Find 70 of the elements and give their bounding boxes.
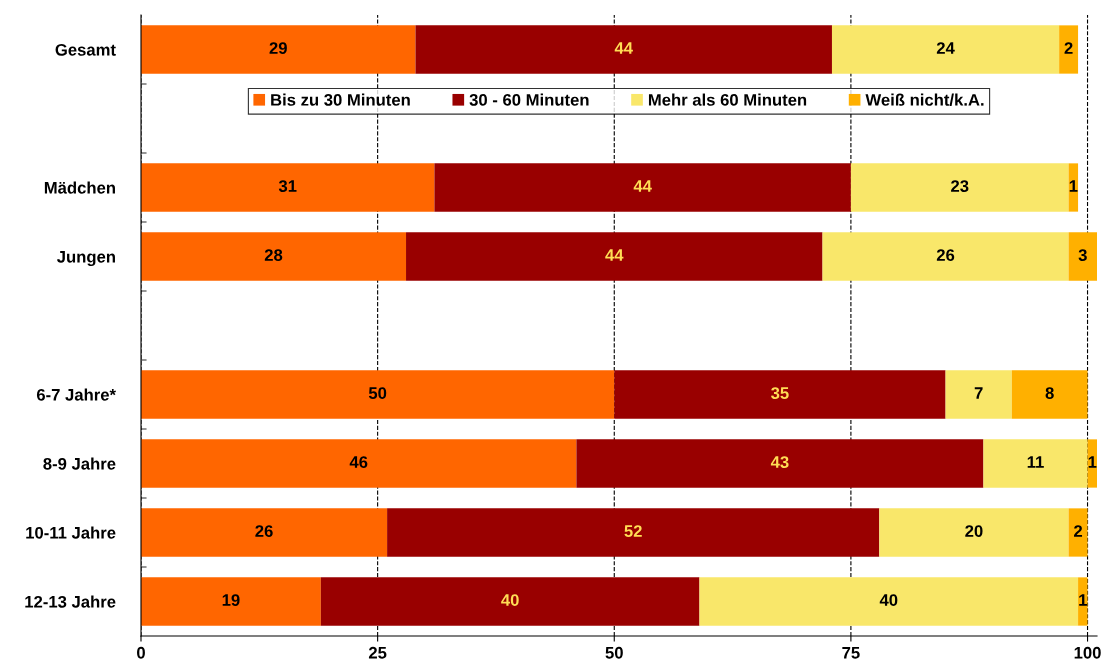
y-tick-label: 12-13 Jahre [25,595,116,608]
legend-label: Mehr als 60 Minuten [648,93,807,106]
bar [141,232,407,281]
data-label: 31 [278,180,297,192]
data-label: 40 [501,594,519,606]
legend-label: Weiß nicht/k.A. [865,93,984,106]
data-label: 19 [222,594,240,606]
data-label: 52 [624,525,642,537]
bar [141,25,416,74]
data-label: 2 [1064,42,1073,54]
bar [141,163,435,212]
data-label: 43 [770,456,789,468]
data-label: 28 [264,249,283,261]
bar [1068,508,1088,557]
data-label: 20 [965,525,983,537]
bar [141,577,321,626]
y-tick-label: Gesamt [55,43,116,56]
data-label: 40 [879,594,898,606]
legend-label: Bis zu 30 Minuten [271,93,410,106]
bar [1011,370,1088,419]
y-tick-label: 6-7 Jahre* [36,388,116,401]
bar [320,577,700,626]
y-tick-label: 8-9 Jahre [43,457,116,470]
data-label: 46 [349,456,368,468]
bar [1059,25,1079,74]
data-label: 26 [936,249,955,261]
x-tick-label: 0 [137,646,145,659]
bar [434,163,851,212]
data-label: 3 [1078,249,1087,261]
bar [699,577,1079,626]
bar [879,508,1069,557]
data-label: 29 [269,42,287,54]
data-label: 11 [1027,456,1044,468]
data-label: 35 [771,387,789,399]
y-tick-label: Mädchen [44,181,115,194]
bar [822,232,1069,281]
bar [983,439,1088,488]
bar [576,439,984,488]
x-tick-label: 50 [605,646,623,659]
data-label: 23 [951,180,969,192]
data-label: 1 [1088,456,1097,468]
bar [141,508,388,557]
data-label: 7 [974,387,983,399]
data-label: 50 [368,387,387,399]
bar [415,25,832,74]
legend-label: 30 - 60 Minuten [469,93,589,106]
bar [945,370,1012,419]
data-label: 8 [1045,387,1054,399]
data-label: 2 [1074,525,1083,537]
bar [387,508,880,557]
data-label: 44 [614,42,633,54]
data-label: 26 [255,525,273,537]
bar [406,232,823,281]
bar [141,439,577,488]
data-label: 1 [1079,594,1087,606]
data-label: 44 [633,180,652,192]
bar [141,370,615,419]
x-tick-label: 75 [842,647,860,659]
y-tick-label: Jungen [57,251,115,267]
x-tick-label: 100 [1074,646,1101,659]
bar [831,25,1060,74]
data-label: 24 [936,42,955,54]
data-label: 44 [605,249,624,261]
y-tick-label: 10-11 Jahre [26,526,116,539]
bar [1078,577,1088,626]
bar [850,163,1069,212]
data-label: 1 [1069,180,1078,192]
bar [614,370,946,419]
x-tick-label: 25 [368,646,387,659]
bar [1068,232,1097,281]
